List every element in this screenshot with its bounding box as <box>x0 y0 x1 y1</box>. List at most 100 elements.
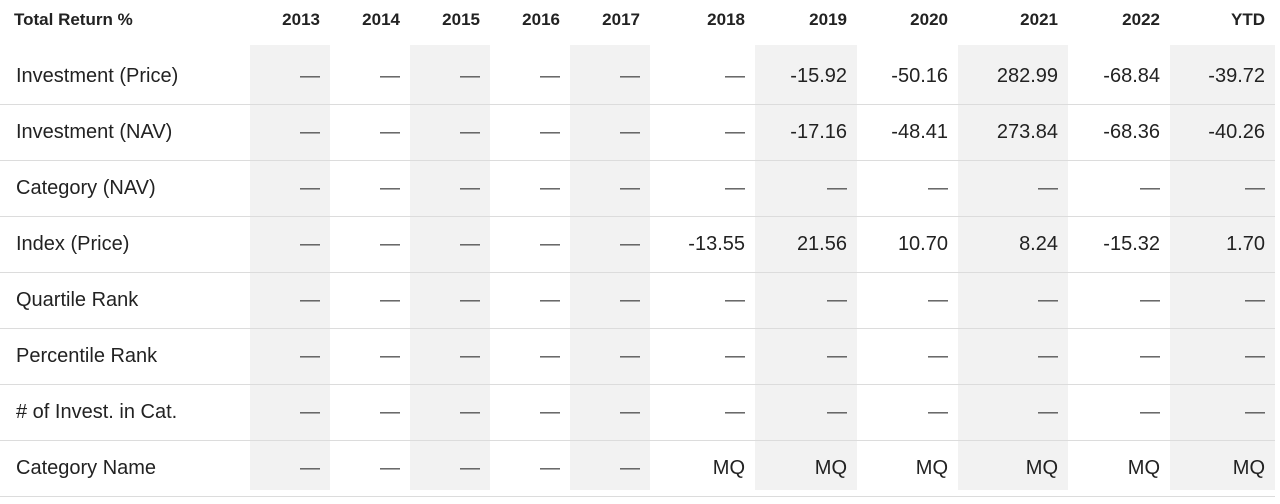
cell: -50.16 <box>857 49 958 105</box>
cell: — <box>490 216 570 273</box>
column-header: 2018 <box>707 10 745 29</box>
cell: 282.99 <box>958 49 1068 105</box>
cell: — <box>570 216 650 273</box>
cell: — <box>490 440 570 497</box>
cell: -39.72 <box>1170 49 1275 105</box>
cell: MQ <box>650 440 755 497</box>
cell: — <box>330 272 410 329</box>
column-header: 2013 <box>282 10 320 29</box>
cell: — <box>958 160 1068 217</box>
cell: — <box>490 384 570 441</box>
column-header: 2015 <box>442 10 480 29</box>
cell: — <box>650 272 755 329</box>
cell: — <box>570 328 650 385</box>
cell: — <box>1170 160 1275 217</box>
cell: — <box>490 272 570 329</box>
cell: 273.84 <box>958 104 1068 161</box>
cell: MQ <box>857 440 958 497</box>
cell: 8.24 <box>958 216 1068 273</box>
cell: 21.56 <box>755 216 857 273</box>
cell: -68.36 <box>1068 104 1170 161</box>
table-row: Index (Price) — — — — — -13.55 21.56 10.70 8.24 -1… <box>0 216 1275 273</box>
cell: — <box>650 160 755 217</box>
cell: — <box>958 272 1068 329</box>
cell: — <box>250 216 330 273</box>
cell: — <box>410 272 490 329</box>
cell: — <box>330 49 410 105</box>
row-label: Percentile Rank <box>0 328 250 385</box>
cell: — <box>250 272 330 329</box>
cell: — <box>958 384 1068 441</box>
cell: — <box>857 328 958 385</box>
row-label: Category Name <box>0 440 250 497</box>
cell: MQ <box>1068 440 1170 497</box>
cell: -15.92 <box>755 49 857 105</box>
cell: MQ <box>755 440 857 497</box>
cell: -13.55 <box>650 216 755 273</box>
cell: — <box>330 328 410 385</box>
cell: — <box>570 440 650 497</box>
row-label: Category (NAV) <box>0 160 250 217</box>
cell: — <box>250 384 330 441</box>
cell: — <box>410 160 490 217</box>
column-header: 2021 <box>1020 10 1058 29</box>
row-label: # of Invest. in Cat. <box>0 384 250 441</box>
cell: — <box>857 272 958 329</box>
cell: — <box>755 272 857 329</box>
cell: — <box>330 104 410 161</box>
cell: — <box>330 440 410 497</box>
row-label: Index (Price) <box>0 216 250 273</box>
cell: 10.70 <box>857 216 958 273</box>
cell: — <box>330 216 410 273</box>
cell: — <box>330 160 410 217</box>
cell: -15.32 <box>1068 216 1170 273</box>
table-row: Category Name — — — — — MQ MQ MQ MQ MQ MQ <box>0 440 1275 497</box>
row-label: Quartile Rank <box>0 272 250 329</box>
cell: — <box>1068 272 1170 329</box>
cell: — <box>330 384 410 441</box>
cell: — <box>410 440 490 497</box>
row-label: Investment (Price) <box>0 49 250 105</box>
cell: — <box>250 160 330 217</box>
cell: MQ <box>958 440 1068 497</box>
cell: — <box>958 328 1068 385</box>
cell: — <box>650 328 755 385</box>
row-label: Investment (NAV) <box>0 104 250 161</box>
column-header: YTD <box>1231 10 1265 29</box>
cell: — <box>410 104 490 161</box>
cell: — <box>1170 272 1275 329</box>
cell: — <box>650 49 755 105</box>
cell: — <box>410 216 490 273</box>
cell: — <box>1068 160 1170 217</box>
cell: -68.84 <box>1068 49 1170 105</box>
table-row: Investment (NAV) — — — — — — -17.16 -48.41 273.84… <box>0 104 1275 161</box>
cell: MQ <box>1170 440 1275 497</box>
cell: — <box>650 384 755 441</box>
cell: — <box>755 384 857 441</box>
cell: — <box>410 328 490 385</box>
cell: — <box>570 104 650 161</box>
column-header: 2014 <box>362 10 400 29</box>
cell: — <box>857 384 958 441</box>
cell: — <box>857 160 958 217</box>
column-header: 2019 <box>809 10 847 29</box>
cell: — <box>570 272 650 329</box>
cell: — <box>570 49 650 105</box>
cell: — <box>490 49 570 105</box>
column-header: 2017 <box>602 10 640 29</box>
cell: — <box>410 384 490 441</box>
cell: -48.41 <box>857 104 958 161</box>
table-row: Percentile Rank — — — — — — — — — — — <box>0 328 1275 385</box>
cell: — <box>250 328 330 385</box>
table-row: Investment (Price) — — — — — — -15.92 -50.16 282.… <box>0 49 1275 105</box>
cell: — <box>490 328 570 385</box>
cell: 1.70 <box>1170 216 1275 273</box>
cell: — <box>250 49 330 105</box>
table-title: Total Return % <box>14 10 133 29</box>
column-header: 2016 <box>522 10 560 29</box>
cell: — <box>490 160 570 217</box>
header-row: Total Return % 2013 2014 2015 2016 2017 2018 20… <box>0 0 1275 44</box>
cell: — <box>570 384 650 441</box>
